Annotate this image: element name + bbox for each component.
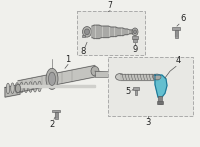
Polygon shape: [18, 65, 95, 92]
Ellipse shape: [83, 27, 92, 37]
Ellipse shape: [132, 28, 138, 36]
Text: 9: 9: [132, 45, 138, 54]
Ellipse shape: [11, 83, 14, 93]
Bar: [133, 39, 137, 42]
FancyBboxPatch shape: [108, 57, 193, 116]
Bar: [158, 96, 162, 104]
Polygon shape: [155, 75, 167, 97]
Bar: [18, 85, 95, 87]
Ellipse shape: [16, 84, 21, 93]
Ellipse shape: [15, 83, 19, 93]
Polygon shape: [92, 25, 132, 39]
Ellipse shape: [91, 66, 99, 76]
Ellipse shape: [134, 30, 136, 34]
Text: 5: 5: [126, 87, 131, 96]
Ellipse shape: [29, 82, 32, 92]
Ellipse shape: [33, 81, 37, 92]
Bar: [132, 36, 138, 39]
Ellipse shape: [20, 82, 23, 93]
Ellipse shape: [6, 83, 10, 94]
Text: 1: 1: [65, 55, 71, 64]
Text: 6: 6: [180, 14, 185, 23]
Ellipse shape: [48, 72, 56, 86]
Text: 4: 4: [175, 56, 181, 65]
Polygon shape: [5, 85, 20, 97]
Text: 3: 3: [145, 118, 151, 127]
Text: 8: 8: [80, 47, 86, 56]
Ellipse shape: [84, 29, 90, 35]
Ellipse shape: [46, 68, 58, 89]
Bar: [157, 101, 163, 104]
Bar: [174, 30, 178, 38]
Bar: [120, 74, 158, 80]
FancyBboxPatch shape: [77, 11, 145, 55]
Text: 7: 7: [108, 1, 112, 10]
Bar: [135, 90, 137, 95]
Bar: [54, 112, 58, 119]
Ellipse shape: [116, 74, 124, 80]
Ellipse shape: [38, 81, 41, 92]
Bar: [172, 27, 180, 30]
Bar: [133, 87, 139, 90]
Ellipse shape: [153, 74, 161, 80]
Ellipse shape: [24, 82, 28, 93]
Bar: [95, 71, 115, 77]
Bar: [82, 35, 85, 37]
Bar: [52, 110, 60, 112]
Text: 2: 2: [49, 120, 55, 129]
